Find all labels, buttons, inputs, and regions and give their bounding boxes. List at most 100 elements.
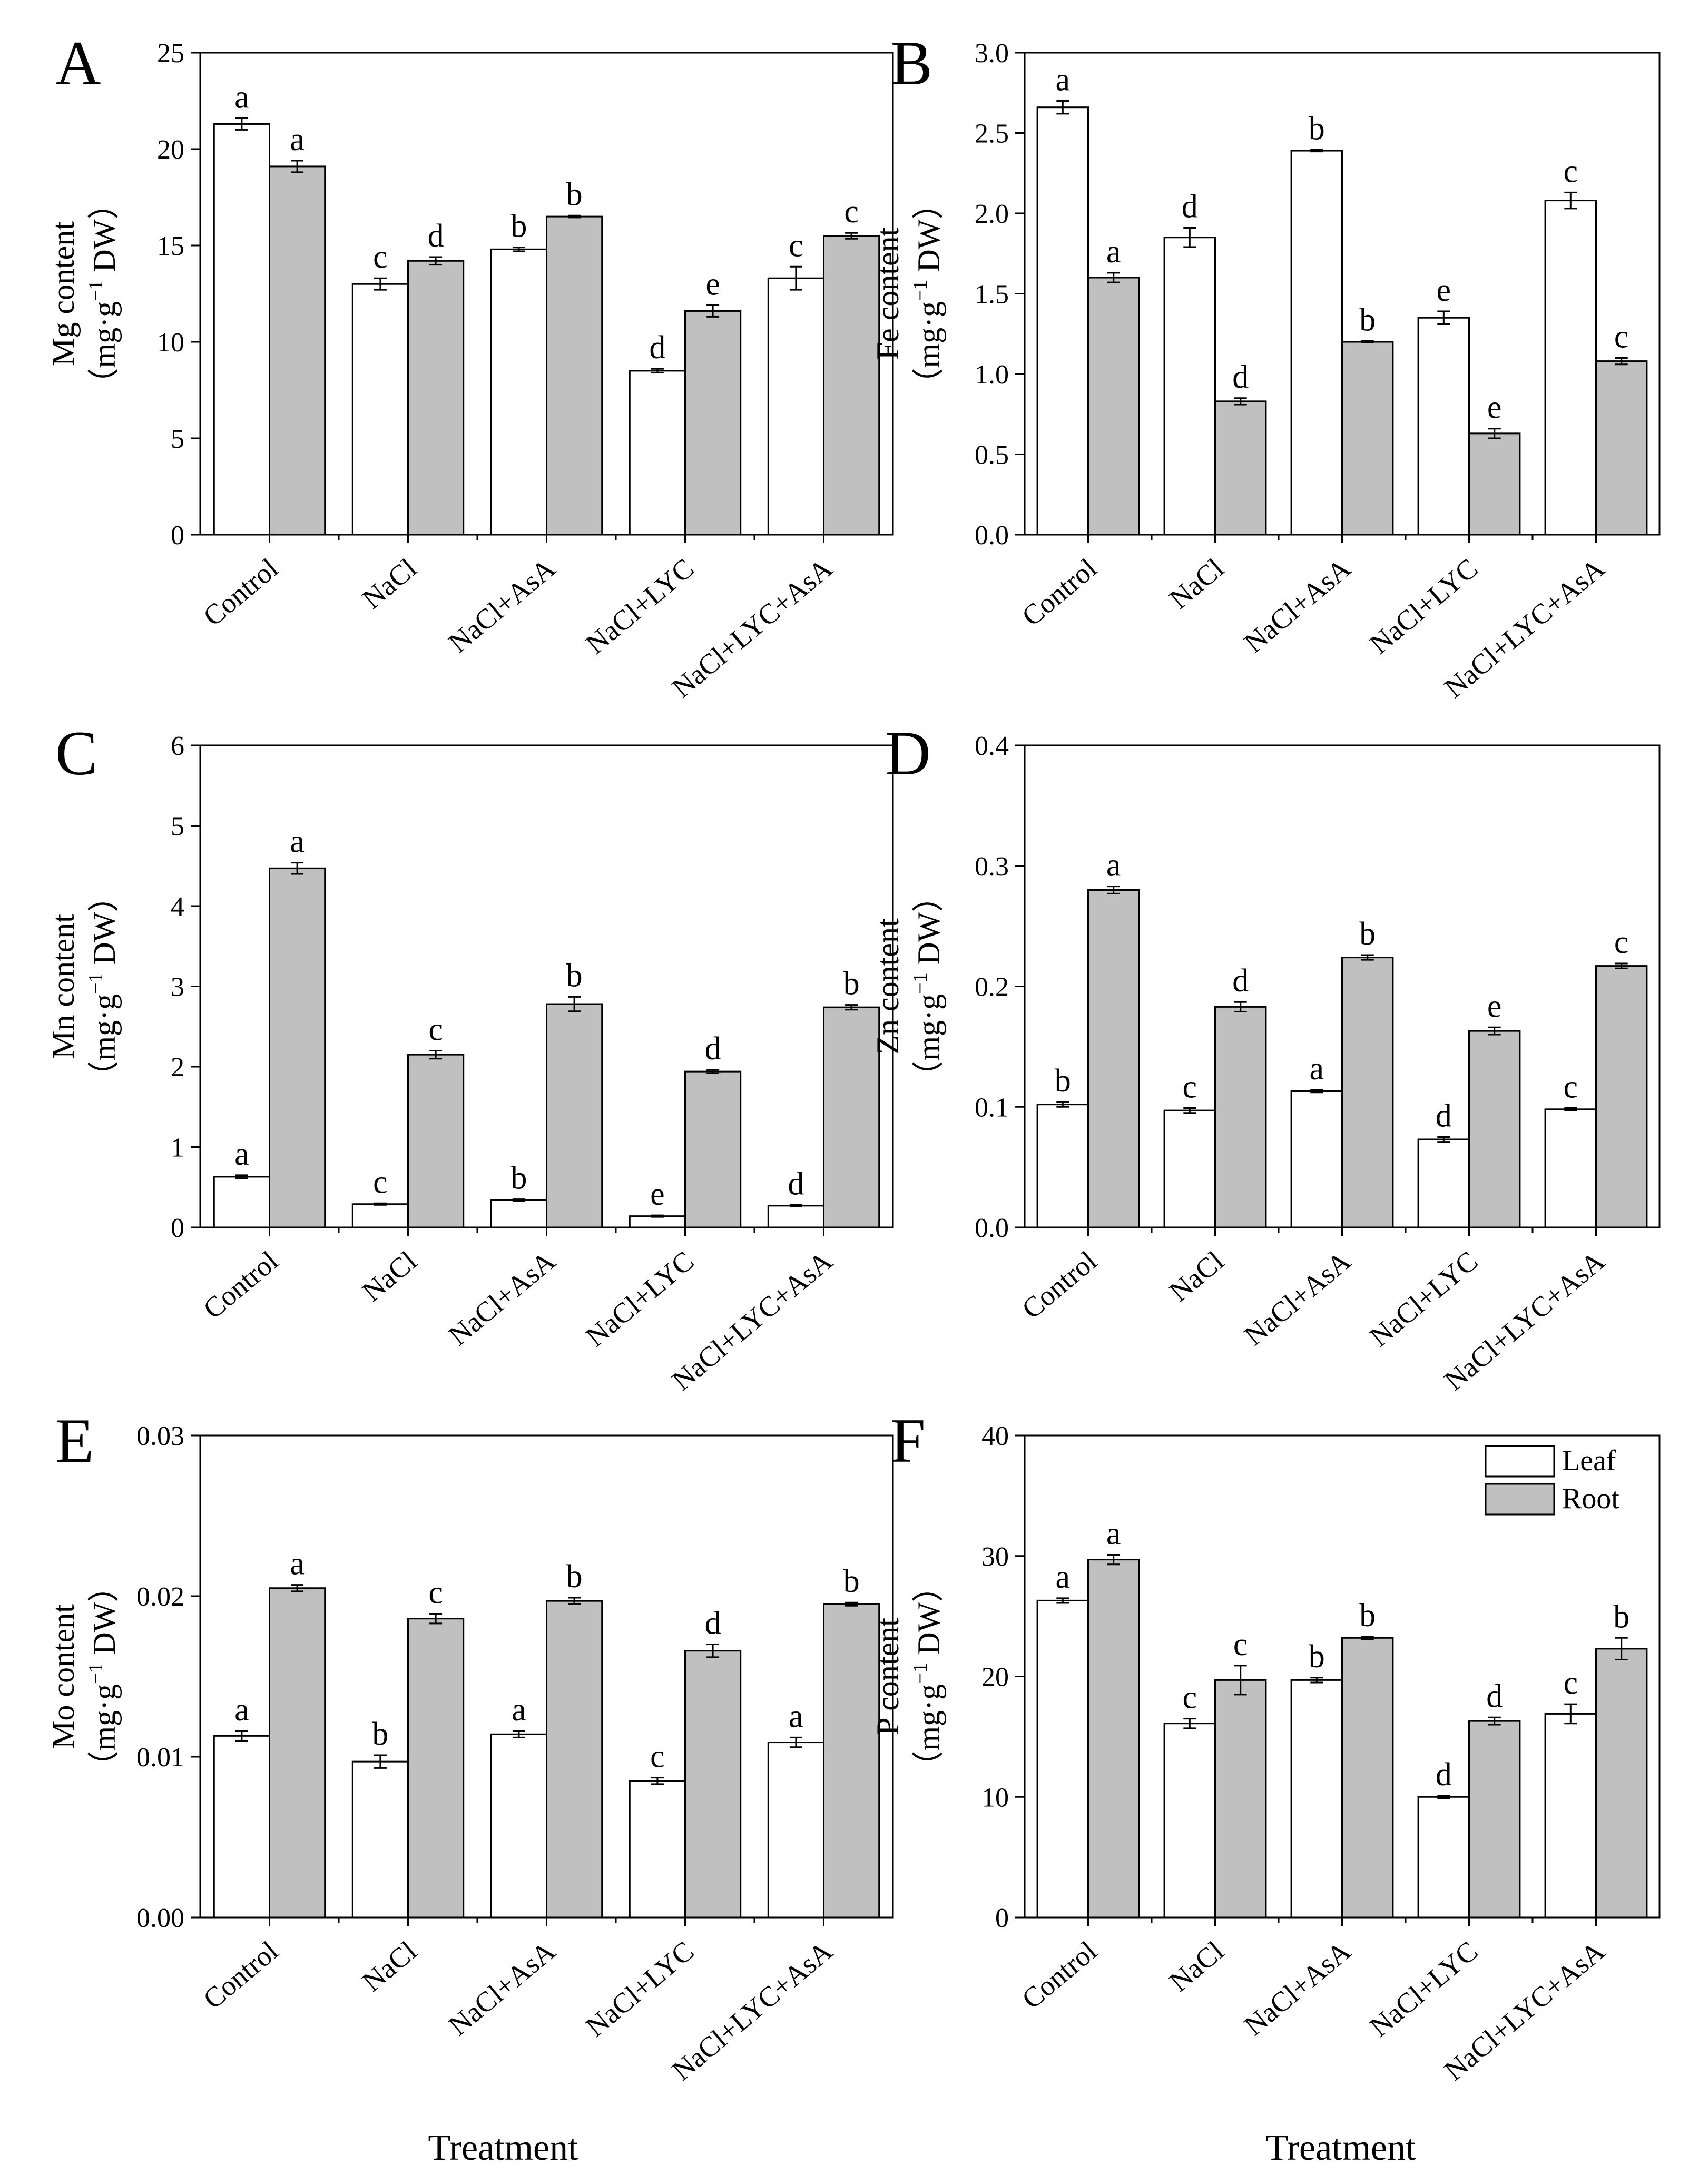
bar-root (1595, 965, 1648, 1228)
significance-letter: b (1309, 1639, 1325, 1675)
category-label: NaCl+AsA (1238, 1935, 1357, 2041)
bar-root (1468, 1030, 1521, 1228)
bar-leaf (1544, 1713, 1597, 1919)
y-tick-label: 0.4 (975, 731, 1009, 761)
bar-root (823, 1603, 880, 1919)
y-tick-label: 1.5 (975, 280, 1009, 310)
bar-root (269, 1587, 326, 1919)
category-label: Control (197, 552, 284, 632)
bar-root (1087, 889, 1140, 1228)
significance-letter: a (234, 1692, 249, 1728)
bar-leaf (1544, 200, 1597, 536)
panel-a: A 0 5 10 15 20 25 Mg content （mg·g−1 DW） Control a… (46, 28, 894, 704)
bar-leaf (213, 1735, 270, 1919)
y-tick-label: 10 (981, 1783, 1009, 1813)
bar-root (1214, 400, 1267, 536)
y-axis-label: Mo content （mg·g−1 DW） (46, 1570, 122, 1782)
panel-letter: C (55, 718, 97, 788)
bar-root (1468, 432, 1521, 536)
significance-letter: a (1106, 1516, 1121, 1551)
significance-letter: c (373, 1164, 388, 1200)
significance-letter: e (1437, 272, 1451, 308)
category-label: NaCl+AsA (443, 552, 561, 658)
significance-letter: d (705, 1031, 721, 1067)
significance-letter: b (1309, 111, 1325, 147)
bar-root (1341, 341, 1394, 536)
bar-root (1595, 360, 1648, 536)
y-tick-label: 2 (171, 1052, 184, 1083)
y-tick-label: 0 (171, 1213, 184, 1243)
significance-letter: a (1106, 848, 1121, 883)
significance-letter: c (789, 228, 803, 263)
bar-leaf (213, 123, 270, 536)
significance-letter: b (1359, 1598, 1376, 1634)
significance-letter: c (844, 194, 859, 230)
category-label: NaCl+AsA (443, 1245, 561, 1351)
significance-letter: d (1182, 189, 1198, 224)
bar-leaf (351, 283, 409, 536)
panel-c: C 0 1 2 3 4 5 6 Mn content （mg·g−1 DW） Control a a Na… (46, 718, 894, 1396)
category-label: NaCl+LYC (580, 552, 700, 660)
category-label: NaCl (1163, 552, 1230, 615)
bar-root (684, 310, 742, 536)
y-axis-label-line1: Mn content (46, 914, 81, 1059)
x-axis-label-right: Treatment (1265, 2128, 1416, 2168)
significance-letter: e (1487, 390, 1502, 426)
bar-leaf (767, 277, 825, 536)
significance-letter: b (372, 1716, 388, 1752)
bar-leaf (490, 1733, 547, 1919)
significance-letter: e (705, 266, 720, 302)
bar-leaf (1163, 1109, 1216, 1228)
bar-leaf (490, 248, 547, 536)
panel-e: E 0.00 0.01 0.02 0.03 Mo content （mg·g−1 DW） Co… (46, 1405, 894, 2087)
y-axis-label-line1: P content (870, 1618, 905, 1735)
significance-letter: c (1614, 319, 1629, 355)
y-axis-label-line2: （mg·g−1 DW） (85, 188, 122, 399)
legend-swatch-root (1485, 1483, 1555, 1516)
category-label: Control (197, 1935, 284, 2015)
y-axis-label-line2: （mg·g−1 DW） (909, 1570, 946, 1782)
significance-letter: d (1436, 1098, 1452, 1134)
bar-leaf (767, 1205, 825, 1228)
bar-leaf (1290, 1090, 1343, 1228)
y-tick-label: 0.03 (136, 1421, 184, 1451)
y-tick-label: 1 (171, 1133, 184, 1163)
y-axis-label-line2: （mg·g−1 DW） (909, 188, 946, 399)
bar-root (1341, 1637, 1394, 1919)
bar-root (1087, 277, 1140, 536)
significance-letter: b (1359, 302, 1376, 338)
bar-leaf (629, 370, 686, 536)
y-axis-label-line1: Mo content (46, 1604, 81, 1749)
bar-leaf (351, 1760, 409, 1919)
significance-letter: c (428, 1012, 443, 1048)
significance-letter: d (649, 330, 665, 366)
bar-root (269, 165, 326, 536)
significance-letter: b (510, 209, 527, 244)
significance-letter: c (1564, 1069, 1578, 1105)
y-axis-label: P content （mg·g−1 DW） (870, 1570, 946, 1782)
category-label: Control (197, 1245, 284, 1325)
significance-letter: d (705, 1606, 721, 1641)
bar-root (269, 867, 326, 1228)
panel-f: F 0 10 20 30 40 P content （mg·g−1 DW） Control aa N… (870, 1405, 1661, 2087)
y-axis-label-line1: Mg content (46, 221, 81, 366)
y-tick-label: 30 (981, 1542, 1009, 1572)
bar-root (823, 235, 880, 536)
panel-letter: B (890, 28, 932, 98)
category-label: NaCl+LYC (1363, 1245, 1484, 1353)
y-tick-label: 20 (157, 135, 184, 165)
category-label: NaCl (356, 552, 423, 615)
category-label: NaCl (1163, 1935, 1230, 1998)
y-tick-label: 0.0 (975, 1213, 1009, 1243)
bar-root (684, 1650, 742, 1919)
category-label: NaCl (1163, 1245, 1230, 1307)
bar-root (823, 1006, 880, 1228)
y-axis-label: Mn content （mg·g−1 DW） (46, 880, 122, 1092)
category-label: NaCl+AsA (1238, 552, 1357, 658)
legend-label: Root (1562, 1482, 1619, 1515)
y-tick-label: 40 (981, 1421, 1009, 1451)
significance-letter: b (843, 966, 860, 1002)
significance-letter: a (512, 1692, 526, 1728)
significance-letter: e (1487, 988, 1502, 1024)
category-label: NaCl+LYC (580, 1245, 700, 1353)
